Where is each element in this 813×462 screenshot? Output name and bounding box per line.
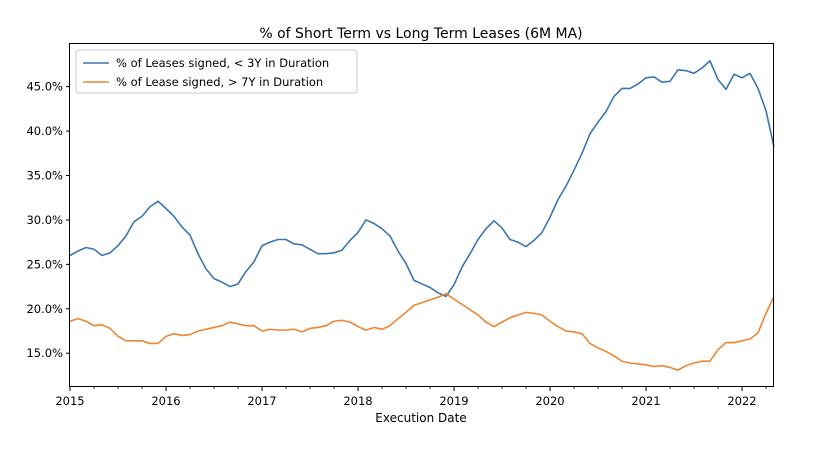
- x-tick-label: 2018: [343, 394, 372, 408]
- chart-title: % of Short Term vs Long Term Leases (6M …: [259, 26, 582, 42]
- plot-lines: [69, 60, 775, 371]
- x-axis-label: Execution Date: [375, 411, 466, 425]
- legend-label-2: % of Lease signed, > 7Y in Duration: [116, 75, 323, 89]
- y-tick-label: 45.0%: [26, 80, 63, 94]
- x-tick-label: 2020: [535, 394, 564, 408]
- y-axis: 15.0% 20.0% 25.0% 30.0% 35.0% 40.0% 45.0%: [26, 80, 70, 360]
- x-tick-label: 2021: [631, 394, 660, 408]
- y-tick-label: 20.0%: [26, 302, 63, 316]
- x-tick-label: 2017: [247, 394, 276, 408]
- x-axis: 2015 2016 2017 2018 2019 2020 2021 2022: [55, 387, 767, 408]
- x-tick-label: 2022: [727, 394, 756, 408]
- plot-frame: [69, 43, 774, 387]
- legend: % of Leases signed, < 3Y in Duration % of…: [75, 49, 358, 94]
- x-tick-label: 2016: [151, 394, 180, 408]
- y-tick-label: 15.0%: [26, 346, 63, 360]
- x-tick-label: 2015: [55, 394, 84, 408]
- series-line-1: [69, 60, 775, 298]
- y-tick-label: 40.0%: [26, 124, 63, 138]
- series-line-2: [69, 292, 775, 371]
- y-tick-label: 30.0%: [26, 213, 63, 227]
- x-tick-label: 2019: [439, 394, 468, 408]
- y-tick-label: 25.0%: [26, 257, 63, 271]
- legend-box: [75, 49, 358, 94]
- legend-label-1: % of Leases signed, < 3Y in Duration: [116, 56, 329, 70]
- y-tick-label: 35.0%: [26, 169, 63, 183]
